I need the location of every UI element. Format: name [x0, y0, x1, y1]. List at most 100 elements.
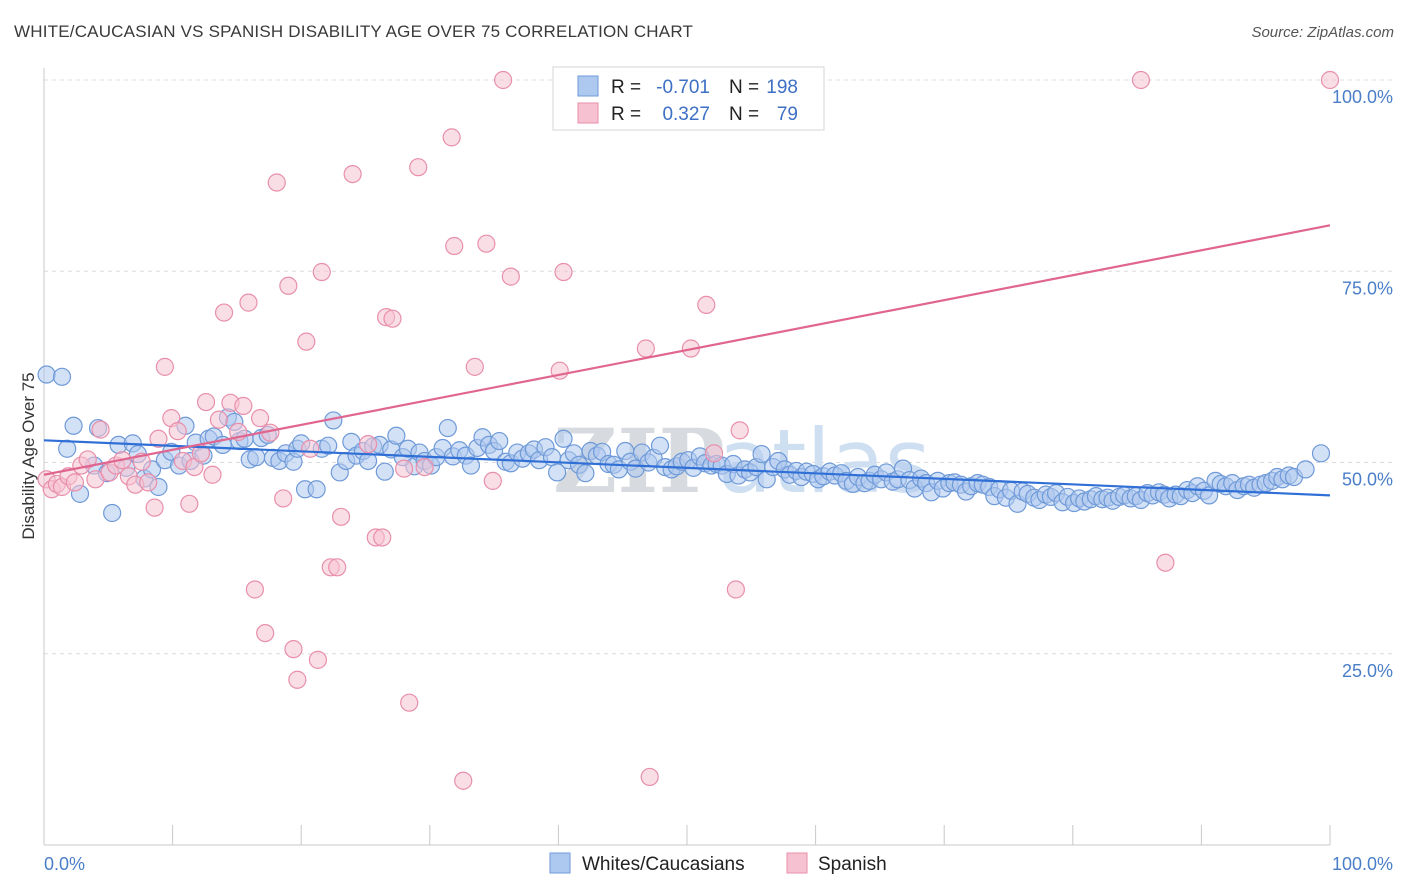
spanish-point: [312, 262, 331, 282]
white-point: [1311, 444, 1331, 463]
spanish-point: [279, 276, 298, 295]
spanish-point: [301, 439, 320, 458]
x-tick-label-max: 100.0%: [1332, 854, 1393, 874]
white-point: [103, 503, 122, 523]
spanish-point: [477, 234, 496, 253]
y-axis-label: Disability Age Over 75: [19, 372, 38, 539]
spanish-point: [308, 650, 328, 669]
x-tick-label-min: 0.0%: [44, 854, 85, 874]
white-point: [1296, 460, 1315, 479]
white-point: [58, 439, 77, 458]
white-point: [307, 480, 326, 499]
spanish-point: [91, 420, 110, 439]
stats-spanish-n-label: N =: [729, 104, 759, 125]
stats-white-n-label: N =: [729, 77, 759, 98]
white-point: [576, 464, 595, 483]
spanish-point: [454, 771, 473, 790]
spanish-point: [704, 444, 724, 463]
legend-white-label[interactable]: Whites/Caucasians: [582, 854, 745, 875]
spanish-point: [400, 693, 419, 712]
spanish-point: [383, 309, 402, 328]
stats-spanish-swatch: [577, 102, 599, 124]
spanish-point: [1131, 70, 1151, 90]
trend-line-white: [43, 439, 1331, 497]
y-tick-label-100: 100.0%: [1332, 87, 1393, 107]
spanish-point: [445, 236, 464, 256]
x-tick-marks: [172, 825, 1331, 845]
stats-spanish-r-value: 0.327: [662, 104, 710, 125]
series-whites-caucasians: [37, 365, 1331, 523]
spanish-point: [442, 128, 461, 147]
spanish-point: [274, 489, 293, 508]
spanish-point: [168, 422, 187, 441]
spanish-point: [554, 262, 573, 282]
white-point: [247, 448, 266, 467]
spanish-point: [139, 473, 158, 492]
white-point: [650, 436, 670, 455]
stats-spanish-r-label: R =: [611, 104, 641, 125]
spanish-point: [284, 640, 303, 659]
spanish-point: [328, 558, 347, 577]
spanish-point: [297, 332, 316, 351]
spanish-point: [373, 528, 392, 547]
x-tick-labels: 0.0% 100.0%: [44, 854, 1393, 874]
spanish-point: [267, 173, 286, 192]
spanish-point: [501, 267, 520, 286]
white-point: [438, 418, 457, 438]
stats-white-r-value: -0.701: [656, 77, 710, 98]
legend: Whites/Caucasians Spanish: [549, 852, 887, 875]
white-point: [548, 463, 567, 482]
spanish-point: [415, 457, 434, 477]
spanish-point: [1320, 70, 1340, 90]
spanish-point: [1156, 553, 1175, 572]
spanish-point: [726, 580, 745, 599]
spanish-point: [331, 507, 351, 526]
spanish-point: [394, 459, 414, 478]
y-tick-label-75: 75.0%: [1342, 278, 1393, 298]
white-point: [387, 426, 406, 445]
white-point: [37, 365, 56, 384]
spanish-point: [245, 580, 265, 599]
white-point: [319, 436, 338, 455]
white-point: [461, 456, 481, 475]
spanish-point: [203, 465, 222, 484]
white-point: [490, 431, 509, 451]
white-point: [52, 367, 72, 386]
stats-white-swatch: [577, 75, 599, 97]
white-point: [554, 429, 573, 448]
spanish-point: [78, 450, 97, 469]
spanish-point: [358, 435, 378, 454]
spanish-point: [149, 429, 168, 448]
stats-white-n-value: 198: [766, 77, 798, 98]
spanish-point: [640, 767, 659, 787]
stats-spanish-n-value: 79: [777, 104, 798, 125]
trend-lines: [43, 224, 1331, 497]
spanish-point: [239, 293, 258, 312]
y-tick-label-25: 25.0%: [1342, 661, 1393, 681]
spanish-point: [697, 295, 716, 315]
white-point: [375, 462, 394, 481]
spanish-point: [494, 70, 513, 90]
legend-spanish-swatch[interactable]: [786, 852, 808, 874]
spanish-point: [65, 473, 84, 492]
spanish-point: [465, 357, 484, 376]
trend-line-spanish: [43, 224, 1331, 476]
spanish-point: [343, 164, 362, 184]
spanish-point: [196, 392, 216, 412]
white-point: [752, 444, 771, 464]
gridlines: [44, 79, 1395, 655]
legend-spanish-label[interactable]: Spanish: [818, 854, 887, 875]
spanish-point: [636, 339, 655, 358]
legend-white-swatch[interactable]: [549, 852, 571, 874]
spanish-point: [256, 623, 275, 643]
series-spanish: [37, 70, 1340, 790]
spanish-point: [730, 421, 749, 440]
spanish-point: [145, 498, 164, 517]
stats-white-r-label: R =: [611, 77, 641, 98]
spanish-point: [155, 357, 174, 376]
spanish-point: [234, 396, 253, 415]
chart-title: WHITE/CAUCASIAN VS SPANISH DISABILITY AG…: [14, 22, 694, 41]
y-tick-label-50: 50.0%: [1342, 470, 1393, 490]
source-label: Source: ZipAtlas.com: [1251, 24, 1394, 41]
spanish-point: [214, 303, 234, 322]
